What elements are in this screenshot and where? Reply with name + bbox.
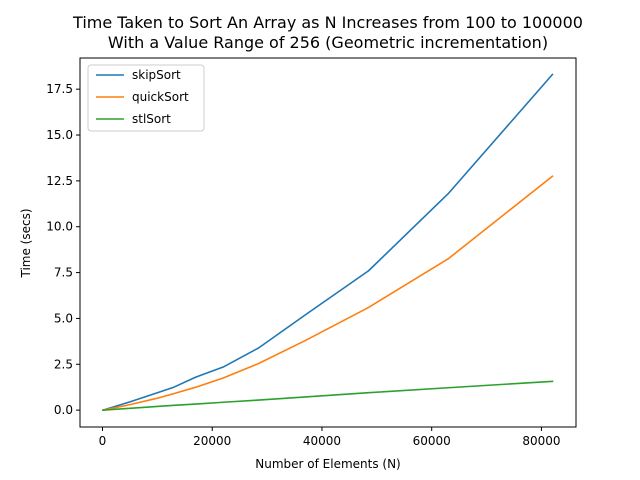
x-tick-label: 0 [99, 434, 107, 448]
chart-title-line-1: Time Taken to Sort An Array as N Increas… [72, 13, 583, 32]
x-tick-label: 40000 [303, 434, 341, 448]
y-tick-label: 5.0 [54, 311, 73, 325]
series-line-quickSort [102, 175, 554, 412]
series-line-skipSort [102, 73, 554, 412]
y-tick-label: 17.5 [46, 82, 73, 96]
chart-title-line-2: With a Value Range of 256 (Geometric inc… [108, 33, 548, 52]
series-line-stlSort [102, 380, 554, 411]
series-layer [102, 73, 554, 412]
y-tick-label: 15.0 [46, 128, 73, 142]
y-tick-label: 2.5 [54, 357, 73, 371]
legend-box [87, 64, 205, 132]
y-tick-label: 0.0 [54, 403, 73, 417]
legend: skipSort quickSort stlSort [87, 64, 205, 132]
y-tick-label: 7.5 [54, 266, 73, 280]
plot-frame [79, 57, 577, 428]
legend-label-stlSort: stlSort [132, 112, 171, 126]
y-tick-label: 12.5 [46, 174, 73, 188]
legend-label-skipSort: skipSort [132, 68, 181, 82]
y-axis-label: Time (secs) [19, 208, 33, 278]
y-tick-label: 10.0 [46, 220, 73, 234]
legend-label-quickSort: quickSort [132, 90, 189, 104]
x-tick-label: 20000 [193, 434, 231, 448]
x-tick-label: 60000 [413, 434, 451, 448]
x-axis-label: Number of Elements (N) [255, 457, 401, 471]
x-tick-label: 80000 [522, 434, 560, 448]
axes-layer: 0 20000 40000 60000 80000 0.0 2.5 5.0 7.5 10.0 12.… [46, 57, 577, 448]
